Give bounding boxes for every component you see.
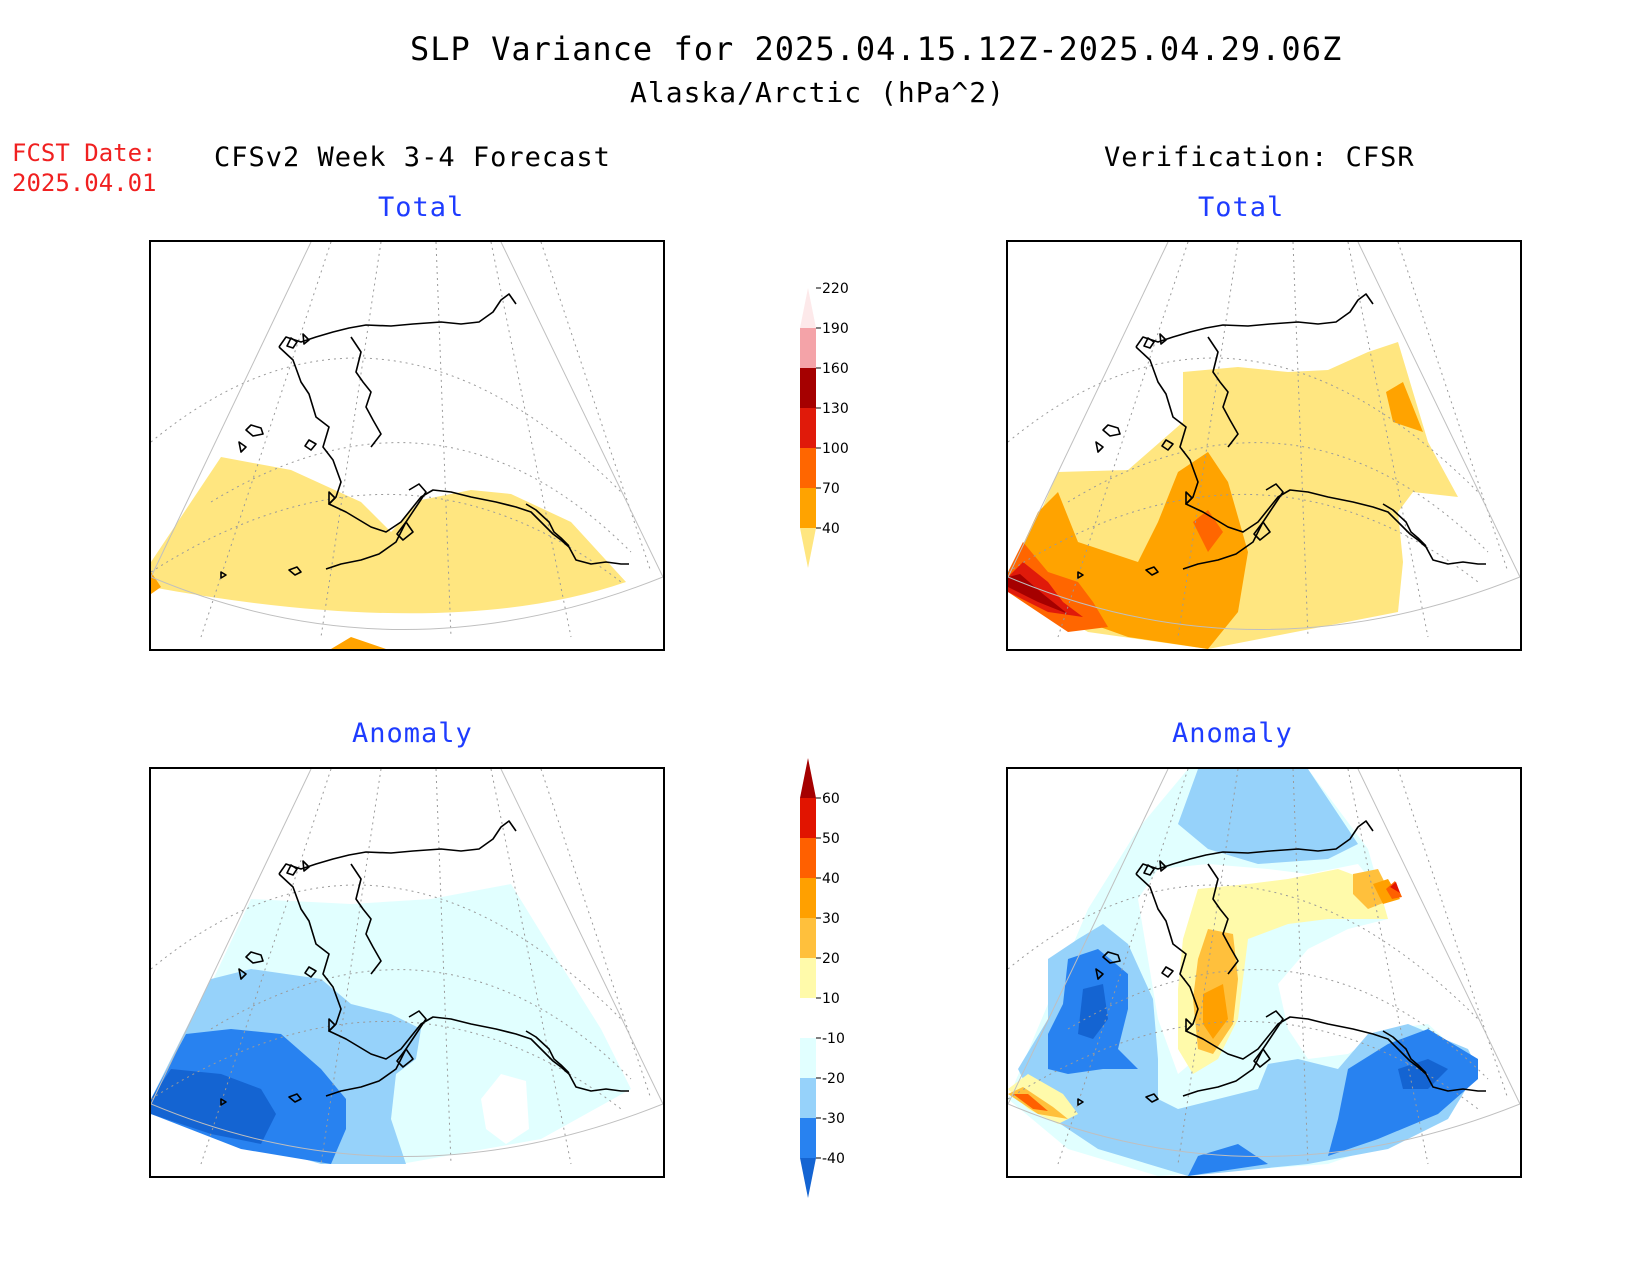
forecast-total-map — [149, 240, 665, 651]
anomaly-colorbar-swatch-5 — [800, 958, 816, 998]
total-colorbar-swatch-4 — [800, 368, 816, 408]
total-colorbar: 40 70 100 130 160 190 220 — [794, 281, 854, 612]
anomaly-colorbar-label-2: -20 — [822, 1071, 845, 1087]
forecast-anomaly-title: Anomaly — [352, 718, 473, 749]
forecast-total-fill-40-70 — [151, 457, 626, 614]
total-colorbar-label-0: 40 — [822, 521, 840, 537]
anomaly-colorbar-swatch-6 — [800, 918, 816, 958]
verification-anomaly-fill-30-40 — [1203, 879, 1400, 1039]
anomaly-colorbar-swatch-3 — [800, 1038, 816, 1078]
verification-anomaly-fill-50-60 — [1390, 882, 1400, 893]
anomaly-colorbar-swatch-0 — [800, 1158, 816, 1198]
page-subtitle: Alaska/Arctic (hPa^2) — [630, 76, 1006, 109]
verification-anomaly-map — [1006, 767, 1522, 1178]
anomaly-colorbar-swatch-10 — [800, 758, 816, 798]
anomaly-colorbar-swatch-9 — [800, 798, 816, 838]
anomaly-colorbar-label-6: 30 — [822, 911, 840, 927]
anomaly-colorbar-swatch-4 — [800, 998, 816, 1038]
total-colorbar-swatch-1 — [800, 488, 816, 528]
verification-column-header: Verification: CFSR — [1104, 142, 1415, 173]
total-colorbar-label-5: 190 — [822, 321, 849, 337]
total-colorbar-swatch-5 — [800, 328, 816, 368]
total-colorbar-label-1: 70 — [822, 481, 840, 497]
page-title: SLP Variance for 2025.04.15.12Z-2025.04.… — [410, 30, 1343, 68]
anomaly-colorbar-swatch-1 — [800, 1118, 816, 1158]
forecast-anomaly-map — [149, 767, 665, 1178]
fcst-date-label: FCST Date: — [12, 139, 157, 167]
total-colorbar-swatch-3 — [800, 408, 816, 448]
anomaly-colorbar-label-4: 10 — [822, 991, 840, 1007]
total-colorbar-label-4: 160 — [822, 361, 849, 377]
total-colorbar-label-6: 220 — [822, 282, 849, 297]
verification-anomaly-fill-below-minus40 — [1078, 984, 1448, 1089]
total-colorbar-swatch-6 — [800, 288, 816, 328]
verification-anomaly-fill-20-30 — [1008, 869, 1393, 1119]
forecast-anomaly-fill-10-minus10 — [481, 1074, 529, 1144]
anomaly-colorbar-label-1: -30 — [822, 1111, 845, 1127]
forecast-column-header: CFSv2 Week 3-4 Forecast — [214, 142, 611, 173]
verification-total-title: Total — [1198, 192, 1285, 223]
anomaly-colorbar-label-3: -10 — [822, 1031, 845, 1047]
fcst-date-value: 2025.04.01 — [12, 169, 157, 197]
forecast-total-title: Total — [378, 192, 465, 223]
total-colorbar-label-2: 100 — [822, 441, 849, 457]
total-colorbar-swatch-0 — [800, 528, 816, 568]
verification-total-fill-70-100 — [1008, 382, 1423, 649]
anomaly-colorbar-label-9: 60 — [822, 791, 840, 807]
verification-total-fill-130-160 — [1008, 562, 1083, 617]
anomaly-colorbar-label-0: -40 — [822, 1151, 845, 1167]
anomaly-colorbar-swatch-2 — [800, 1078, 816, 1118]
total-colorbar-label-3: 130 — [822, 401, 849, 417]
forecast-anomaly-fill-below-minus40 — [151, 1069, 276, 1144]
anomaly-colorbar-label-5: 20 — [822, 951, 840, 967]
verification-total-map — [1006, 240, 1522, 651]
total-colorbar-swatch-2 — [800, 448, 816, 488]
verification-anomaly-fill-minus40-minus30 — [1048, 949, 1478, 1176]
anomaly-colorbar-label-8: 50 — [822, 831, 840, 847]
anomaly-colorbar-label-7: 40 — [822, 871, 840, 887]
forecast-total-fill-70-100 — [151, 572, 386, 649]
verification-total-fill-160-190 — [1008, 574, 1068, 614]
verification-anomaly-title: Anomaly — [1172, 718, 1293, 749]
anomaly-colorbar-swatch-7 — [800, 878, 816, 918]
anomaly-colorbar-swatch-8 — [800, 838, 816, 878]
anomaly-colorbar: -40 -30 -20 -10 10 20 30 40 50 60 — [794, 758, 854, 1198]
